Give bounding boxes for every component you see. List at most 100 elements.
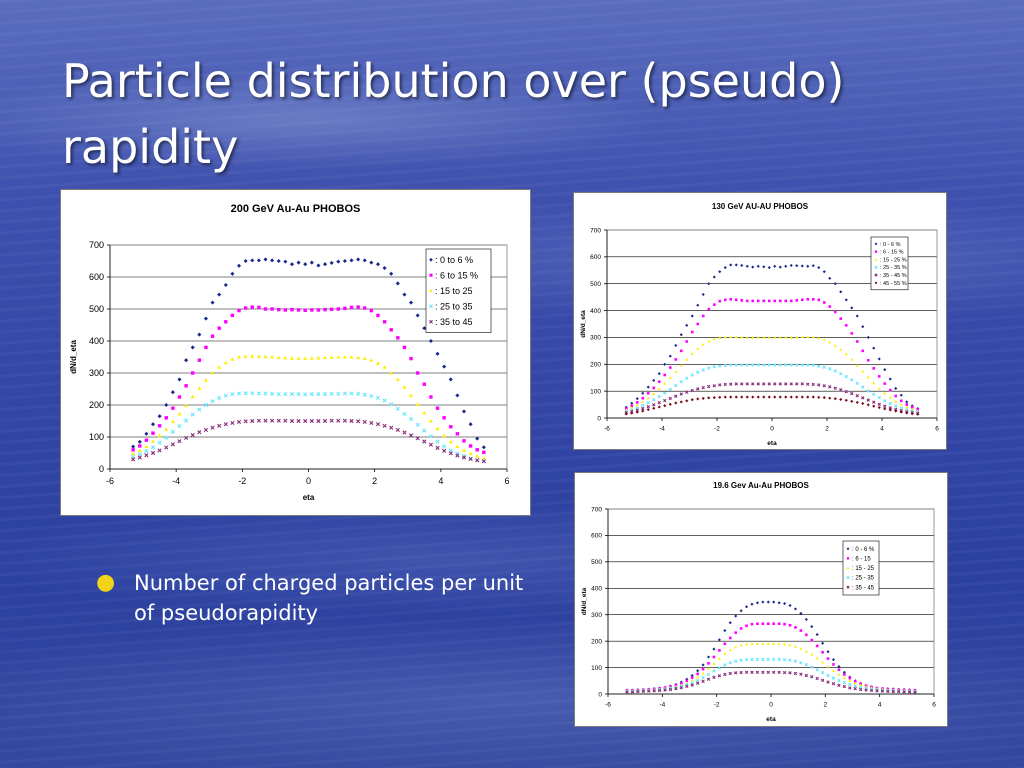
data-point: [336, 307, 340, 311]
data-point: [794, 626, 797, 629]
data-point: [828, 385, 832, 389]
data-point: [762, 363, 766, 367]
y-tick-label: 0: [598, 691, 602, 698]
legend-entry: : 0 - 6 %: [852, 547, 875, 553]
data-point: [910, 405, 914, 409]
data-point: [723, 298, 727, 302]
data-point: [349, 305, 354, 310]
slide-title: Particle distribution over (pseudo) rapi…: [62, 54, 845, 174]
data-point: [243, 419, 248, 424]
data-point: [679, 400, 683, 404]
data-point: [839, 317, 843, 320]
data-point: [690, 314, 694, 318]
data-point: [729, 335, 733, 339]
y-tick-label: 300: [590, 335, 601, 342]
data-point: [223, 422, 228, 427]
data-point: [243, 354, 248, 358]
series-4: [131, 391, 486, 464]
data-point: [164, 445, 169, 450]
data-point: [766, 600, 770, 604]
data-point: [733, 659, 738, 663]
data-point: [744, 670, 749, 675]
data-point: [657, 380, 661, 384]
data-point: [739, 670, 743, 675]
x-tick-label: -6: [106, 476, 114, 486]
data-point: [740, 363, 744, 367]
data-point: [888, 396, 892, 399]
data-point: [718, 383, 722, 387]
data-point: [822, 338, 826, 341]
data-point: [250, 418, 255, 424]
data-point: [701, 368, 705, 372]
y-tick-label: 200: [591, 638, 602, 645]
data-point: [652, 689, 656, 693]
data-point: [679, 380, 683, 384]
data-point: [861, 369, 865, 373]
data-point: [322, 392, 328, 397]
data-point: [734, 382, 738, 386]
data-point: [263, 391, 268, 396]
data-point: [679, 363, 683, 367]
data-point: [695, 678, 700, 683]
data-point: [740, 263, 744, 268]
data-point: [369, 393, 374, 399]
data-point: [408, 416, 414, 422]
data-point: [707, 662, 710, 665]
legend-marker: [429, 319, 433, 324]
data-point: [428, 338, 433, 344]
data-point: [750, 642, 754, 645]
data-point: [342, 354, 347, 359]
data-point: [843, 673, 846, 676]
data-point: [657, 405, 661, 409]
data-point: [772, 670, 776, 675]
data-point: [740, 299, 744, 302]
data-point: [157, 424, 162, 428]
data-point: [832, 663, 835, 666]
data-point: [382, 266, 387, 271]
data-point: [674, 401, 678, 405]
data-point: [712, 655, 716, 659]
data-point: [861, 396, 865, 400]
data-point: [652, 398, 656, 402]
data-point: [137, 448, 142, 452]
data-point: [657, 401, 661, 405]
data-point: [707, 282, 711, 286]
data-point: [230, 313, 235, 318]
data-point: [822, 384, 826, 388]
data-point: [728, 661, 732, 665]
data-point: [685, 390, 689, 394]
data-point: [772, 600, 776, 604]
data-point: [468, 422, 473, 427]
data-point: [894, 394, 898, 398]
data-point: [755, 657, 760, 662]
legend-entry: : 15 - 25: [852, 566, 875, 572]
data-point: [728, 648, 732, 652]
data-point: [811, 395, 815, 399]
data-point: [831, 658, 836, 662]
data-point: [839, 290, 843, 294]
data-point: [356, 257, 361, 262]
data-point: [303, 356, 308, 361]
data-point: [657, 688, 662, 693]
data-point: [382, 320, 387, 324]
y-axis-label: dN/d_eta: [580, 310, 587, 338]
y-tick-label: 400: [590, 308, 601, 315]
data-point: [891, 689, 895, 694]
data-point: [778, 382, 782, 386]
data-point: [734, 614, 738, 618]
data-point: [778, 363, 782, 367]
legend-entry: : 25 - 35 %: [880, 265, 907, 271]
data-point: [289, 262, 294, 267]
data-point: [844, 298, 848, 302]
data-point: [740, 335, 744, 339]
data-point: [800, 382, 804, 386]
data-point: [877, 386, 881, 390]
data-point: [717, 674, 722, 678]
data-point: [842, 676, 846, 680]
data-point: [310, 308, 314, 312]
data-point: [663, 398, 667, 403]
data-point: [734, 395, 738, 399]
data-point: [224, 320, 228, 324]
legend-entry: : 0 to 6 %: [435, 255, 473, 265]
data-point: [316, 308, 321, 312]
